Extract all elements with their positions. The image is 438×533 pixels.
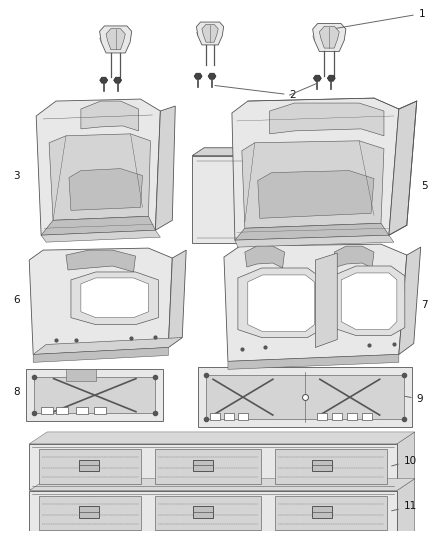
Polygon shape (114, 77, 122, 83)
Bar (332, 413, 342, 420)
Polygon shape (238, 268, 321, 337)
Polygon shape (314, 75, 321, 81)
Polygon shape (334, 246, 374, 268)
Polygon shape (232, 98, 399, 240)
Bar (312, 506, 332, 518)
Text: 9: 9 (402, 394, 424, 404)
Polygon shape (49, 134, 150, 220)
Bar (41, 407, 53, 414)
Polygon shape (397, 479, 415, 533)
Polygon shape (33, 348, 168, 362)
Polygon shape (315, 253, 337, 348)
Bar (318, 413, 327, 420)
Text: 1: 1 (332, 9, 425, 29)
Polygon shape (155, 449, 261, 483)
Text: 4: 4 (254, 201, 276, 215)
Polygon shape (197, 22, 224, 45)
Polygon shape (313, 23, 346, 52)
Polygon shape (71, 272, 159, 325)
Polygon shape (34, 377, 155, 413)
Polygon shape (81, 101, 138, 131)
Polygon shape (270, 103, 384, 136)
Polygon shape (202, 25, 218, 42)
Text: 2: 2 (215, 85, 296, 100)
Polygon shape (155, 496, 261, 530)
Bar (193, 459, 213, 472)
Polygon shape (206, 375, 404, 419)
Polygon shape (26, 369, 163, 421)
Polygon shape (248, 275, 314, 332)
Polygon shape (81, 278, 148, 318)
Polygon shape (29, 248, 172, 354)
Polygon shape (399, 247, 421, 354)
Polygon shape (258, 171, 374, 219)
Polygon shape (29, 489, 415, 500)
Polygon shape (252, 148, 264, 243)
Polygon shape (66, 250, 135, 272)
Polygon shape (29, 432, 415, 444)
Text: 6: 6 (13, 295, 20, 305)
Bar (238, 413, 248, 420)
Polygon shape (198, 367, 412, 427)
Polygon shape (36, 99, 160, 235)
Bar (347, 413, 357, 420)
Polygon shape (33, 337, 182, 354)
Polygon shape (275, 449, 387, 483)
Polygon shape (192, 156, 252, 243)
Polygon shape (327, 75, 335, 81)
Text: 7: 7 (421, 300, 427, 310)
Polygon shape (228, 354, 399, 369)
Polygon shape (29, 479, 415, 490)
Bar (224, 413, 234, 420)
Text: 5: 5 (421, 181, 427, 190)
Polygon shape (341, 273, 397, 329)
Text: 10: 10 (392, 456, 417, 466)
Polygon shape (242, 141, 384, 228)
Polygon shape (41, 230, 160, 242)
Bar (94, 407, 106, 414)
Polygon shape (69, 168, 142, 211)
Polygon shape (29, 490, 397, 533)
Polygon shape (39, 496, 141, 530)
Polygon shape (208, 73, 216, 79)
Bar (362, 413, 372, 420)
Bar (79, 506, 99, 518)
Polygon shape (155, 106, 175, 230)
Bar (312, 459, 332, 472)
Polygon shape (100, 77, 108, 83)
Polygon shape (41, 216, 155, 235)
Polygon shape (389, 101, 417, 235)
Polygon shape (332, 266, 405, 336)
Text: 8: 8 (13, 387, 20, 397)
Polygon shape (168, 250, 186, 348)
Bar (193, 506, 213, 518)
Bar (79, 459, 99, 472)
Bar (76, 407, 88, 414)
Polygon shape (66, 369, 96, 381)
Polygon shape (192, 148, 264, 156)
Polygon shape (194, 73, 202, 79)
Polygon shape (224, 244, 407, 361)
Polygon shape (245, 246, 285, 268)
Text: 3: 3 (13, 171, 20, 181)
Polygon shape (235, 223, 389, 240)
Polygon shape (319, 26, 339, 48)
Bar (210, 413, 220, 420)
Polygon shape (275, 496, 387, 530)
Polygon shape (397, 432, 415, 500)
Polygon shape (99, 26, 132, 53)
Polygon shape (235, 235, 394, 247)
Polygon shape (39, 449, 141, 483)
Text: 11: 11 (392, 502, 417, 512)
Bar (56, 407, 68, 414)
Polygon shape (106, 29, 125, 50)
Polygon shape (29, 444, 397, 489)
